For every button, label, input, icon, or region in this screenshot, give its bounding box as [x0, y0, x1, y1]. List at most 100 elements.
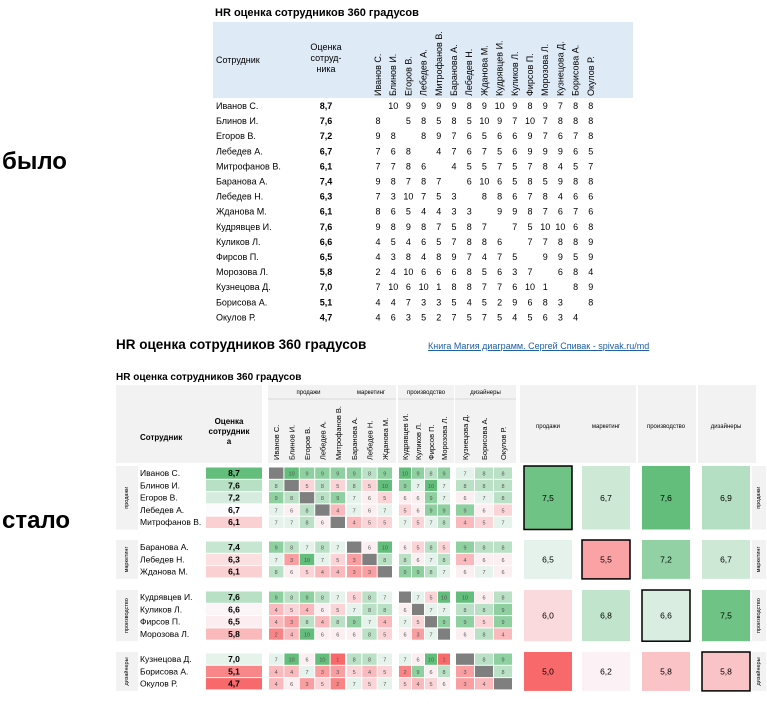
cell-value: 5	[336, 484, 339, 490]
cell-value: 9	[463, 508, 466, 514]
cell-value: 7	[275, 521, 278, 527]
heat-cell	[362, 479, 377, 492]
heat-cell	[399, 553, 411, 566]
heat-cell	[377, 678, 392, 690]
self-cell	[377, 566, 392, 578]
row-score: 7,4	[228, 542, 240, 552]
heat-cell	[456, 678, 474, 690]
heat-cell	[425, 566, 437, 578]
cell-value: 8	[482, 192, 487, 202]
col-header-rater: Митрофанов В.	[334, 406, 343, 460]
heat-cell	[269, 591, 284, 603]
cell-value: 6	[463, 496, 466, 502]
heat-cell	[456, 504, 474, 516]
cell-value: 1	[543, 282, 548, 292]
heat-cell	[315, 566, 330, 578]
heat-cell	[438, 553, 450, 566]
heat-cell	[299, 616, 315, 628]
heat-cell	[284, 665, 299, 678]
cell-value: 8	[543, 161, 548, 171]
heat-cell	[362, 603, 377, 616]
book-link[interactable]: Книга Магия диаграмм. Сергей Спивак - sp…	[428, 341, 650, 351]
heat-cell	[412, 678, 424, 690]
cell-value: 2	[497, 297, 502, 307]
cell-value: 7	[275, 658, 278, 664]
cell-value: 8	[406, 161, 411, 171]
summary-value: 7,5	[542, 493, 554, 503]
heat-cell	[377, 553, 392, 566]
heat-cell	[377, 665, 392, 678]
cell-value: 5	[416, 521, 419, 527]
cell-value: 7	[353, 608, 356, 614]
col-header-rater: Кузнецова Д.	[461, 414, 470, 460]
row-score: 5,8	[320, 267, 333, 277]
row-score: 4,7	[320, 312, 333, 322]
row-employee-name: Баранова А.	[140, 542, 189, 552]
cell-value: 7	[429, 558, 432, 564]
heat-cell	[284, 504, 299, 516]
cell-value: 3	[353, 558, 356, 564]
heat-cell	[299, 566, 315, 578]
col-header-rater: Баранова А.	[350, 417, 359, 460]
group-band-left	[116, 652, 138, 691]
cell-value: 4	[336, 570, 339, 576]
heat-cell	[438, 616, 450, 628]
heat-cell	[347, 566, 362, 578]
row-employee-name: Егоров В.	[140, 493, 178, 503]
cell-value: 3	[368, 570, 371, 576]
col-header-rater: Блинов И.	[288, 425, 297, 460]
cell-value: 10	[540, 222, 550, 232]
summary-cell	[582, 466, 630, 530]
cell-value: 5	[482, 521, 485, 527]
cell-value: 5	[421, 312, 426, 322]
cell-value: 6	[573, 146, 578, 156]
heat-cell	[456, 553, 474, 566]
row-score: 8,7	[228, 468, 240, 478]
cell-value: 5	[467, 312, 472, 322]
heat-cell	[315, 616, 330, 628]
heat-cell	[330, 479, 345, 492]
heat-cell	[425, 603, 437, 616]
heat-cell	[425, 665, 437, 678]
cell-value: 5	[451, 222, 456, 232]
col-header-rater: Жданова М.	[381, 418, 390, 460]
heat-cell	[412, 628, 424, 640]
row-score-fill	[206, 653, 262, 665]
cell-value: 9	[497, 116, 502, 126]
cell-value: 7	[421, 192, 426, 202]
cell-value: 5	[467, 116, 472, 126]
heat-cell	[269, 616, 284, 628]
heat-cell	[412, 591, 424, 603]
cell-value: 4	[275, 670, 278, 676]
summary-value: 6,2	[600, 666, 612, 676]
cell-value: 7	[451, 131, 456, 141]
heat-cell	[475, 553, 493, 566]
top-table-title: HR оценка сотрудников 360 градусов	[215, 7, 419, 19]
cell-value: 4	[482, 252, 487, 262]
cell-value: 6	[573, 222, 578, 232]
heat-cell	[412, 616, 424, 628]
cell-value: 6	[543, 312, 548, 322]
heat-cell	[269, 541, 284, 553]
row-score: 7,2	[320, 131, 333, 141]
cell-value: 8	[421, 222, 426, 232]
heat-cell	[425, 628, 437, 640]
cell-value: 2	[375, 267, 380, 277]
cell-value: 7	[497, 282, 502, 292]
row-group-label-right: маркетинг	[756, 547, 762, 573]
cell-value: 5	[336, 608, 339, 614]
cell-value: 9	[558, 252, 563, 262]
cell-value: 8	[467, 101, 472, 111]
cell-value: 10	[403, 267, 413, 277]
heat-cell	[412, 467, 424, 479]
heat-cell	[284, 628, 299, 640]
cell-value: 3	[558, 312, 563, 322]
cell-value: 7	[406, 177, 411, 187]
row-score: 6,1	[320, 207, 333, 217]
heat-cell	[399, 628, 411, 640]
cell-value: 8	[501, 670, 504, 676]
heat-cell	[315, 541, 330, 553]
cell-value: 9	[543, 101, 548, 111]
col-header-score-line: а	[227, 437, 232, 446]
